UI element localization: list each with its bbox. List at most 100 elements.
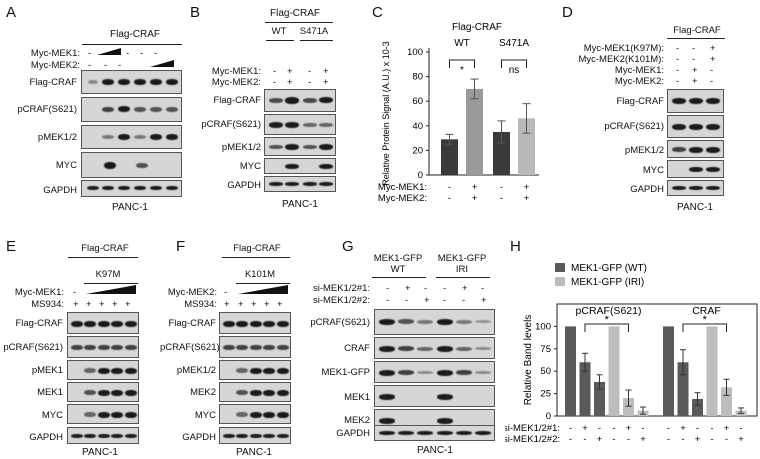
panel-b-header: Flag-CRAF — [269, 8, 320, 19]
panel-e-blot — [67, 360, 139, 380]
panel-e-header-line — [68, 257, 138, 258]
panel-e-mutant: K97M — [95, 269, 121, 280]
panel-d-mark: - — [692, 54, 696, 65]
panel-d-mark: - — [676, 43, 680, 54]
condition-mark: + — [472, 193, 478, 204]
panel-g-row-label: MEK1 — [344, 392, 370, 403]
panel-g-row-label: MEK1-GFP — [321, 367, 370, 378]
panel-f-mark: + — [277, 299, 283, 310]
panel-d-footer: PANC-1 — [677, 202, 713, 213]
condition-mark: + — [695, 434, 701, 445]
panel-a-row-label: GAPDH — [43, 185, 77, 196]
condition-mark: - — [681, 434, 684, 445]
panel-a-row-label: pMEK1/2 — [37, 132, 77, 143]
panel-g-group-1: MEK1-GFP — [373, 253, 423, 264]
condition-mark: - — [612, 434, 615, 445]
panel-d-header-line — [667, 38, 725, 39]
panel-f-cond-1: Myc-MEK2: — [167, 287, 217, 298]
condition-label: si-MEK1/2#1: — [505, 423, 560, 434]
condition-label: Myc-MEK2: — [378, 193, 427, 204]
panel-e-row-label: Flag-CRAF — [15, 318, 63, 329]
panel-a-blot — [81, 180, 182, 197]
y-tick-label: 60 — [412, 96, 423, 107]
condition-mark: + — [524, 193, 530, 204]
panel-g-blot — [374, 425, 495, 441]
panel-e-cond-2: MS934: — [31, 299, 64, 310]
panel-f-row-label: MEK2 — [190, 387, 216, 398]
panel-b-blot — [264, 137, 336, 156]
panel-d-mark: - — [676, 65, 680, 76]
panel-f-header: Flag-CRAF — [233, 243, 281, 254]
bar — [594, 381, 605, 416]
panel-b-group-wt: WT — [271, 26, 287, 37]
panel-a-mark: - — [88, 60, 92, 71]
panel-e-mark: + — [73, 299, 79, 310]
panel-d-blot — [667, 115, 724, 138]
panel-b-footer: PANC-1 — [282, 199, 318, 210]
condition-mark: + — [640, 434, 646, 445]
panel-b-row-label: MYC — [239, 161, 261, 172]
panel-g-row-label: pCRAF(S621) — [310, 317, 370, 328]
panel-d-blot — [667, 160, 724, 178]
panel-letter-g: G — [342, 238, 354, 255]
significance-bracket — [682, 323, 727, 332]
panel-e-mark: + — [99, 299, 105, 310]
panel-d-mark: - — [676, 76, 680, 87]
bar — [565, 326, 576, 416]
panel-d-header: Flag-CRAF — [673, 25, 721, 36]
panel-f-mark: - — [224, 287, 228, 298]
panel-e-blot — [67, 336, 139, 358]
y-tick-label: 25 — [540, 389, 551, 400]
panel-f-row-label: pMEK1/2 — [176, 365, 216, 376]
condition-label: Myc-MEK1: — [378, 182, 427, 193]
panel-g-blot — [374, 361, 495, 383]
panel-b-cond-2: Myc-MEK2: — [211, 77, 261, 88]
panel-e-row-label: GAPDH — [29, 432, 63, 443]
panel-g-row-label: GAPDH — [336, 428, 370, 439]
panel-e-blot — [67, 404, 139, 424]
panel-g-mark: + — [405, 283, 411, 294]
panel-d-mark: + — [692, 65, 698, 76]
panel-a-wedge-mek1 — [97, 48, 121, 55]
panel-d-cond-3: Myc-MEK1: — [614, 65, 664, 76]
panel-b-row-label: pCRAF(S621) — [201, 119, 261, 130]
panel-g-group-1-sub: WT — [390, 264, 406, 275]
panel-b-group-line — [300, 40, 333, 41]
panel-f-blot — [219, 382, 291, 402]
panel-d-mark: + — [710, 43, 716, 54]
panel-b-blot — [264, 89, 336, 112]
panel-g-mark: + — [424, 295, 430, 306]
panel-d-mark: - — [710, 76, 714, 87]
panel-letter-d: D — [562, 4, 573, 21]
panel-d-cond-2: Myc-MEK2(K101M): — [578, 54, 664, 65]
y-tick-label: 0 — [546, 411, 551, 422]
panel-e-mark: + — [125, 299, 131, 310]
panel-b-mark: - — [273, 66, 277, 77]
condition-mark: - — [696, 423, 699, 434]
panel-d-mark: - — [710, 65, 714, 76]
bar — [579, 362, 591, 416]
panel-letter-b: B — [190, 4, 201, 21]
condition-mark: - — [569, 434, 572, 445]
legend-swatch — [555, 277, 565, 286]
panel-b-blot — [264, 114, 336, 135]
panel-f-blot — [219, 336, 291, 358]
condition-mark: - — [500, 182, 503, 193]
panel-g-cond-2: si-MEK1/2#2: — [312, 295, 370, 306]
panel-f-mark: + — [224, 299, 230, 310]
panel-e-wedge — [86, 285, 136, 294]
panel-g-mark: - — [443, 295, 447, 306]
panel-g-group-2: MEK1-GFP — [437, 253, 487, 264]
panel-letter-h: H — [510, 238, 521, 255]
panel-d-row-label: Flag-CRAF — [616, 96, 664, 107]
significance-label: * — [460, 65, 464, 76]
bar — [706, 326, 718, 416]
panel-f-mutant-line — [236, 283, 290, 284]
panel-f-row-label: Flag-CRAF — [168, 318, 216, 329]
y-tick-label: 20 — [412, 145, 423, 156]
condition-mark: - — [667, 423, 670, 434]
bar — [608, 326, 620, 416]
panel-e-blot — [67, 312, 139, 334]
panel-e-row-label: pMEK1 — [31, 365, 63, 376]
panel-a-mark: - — [88, 48, 92, 59]
